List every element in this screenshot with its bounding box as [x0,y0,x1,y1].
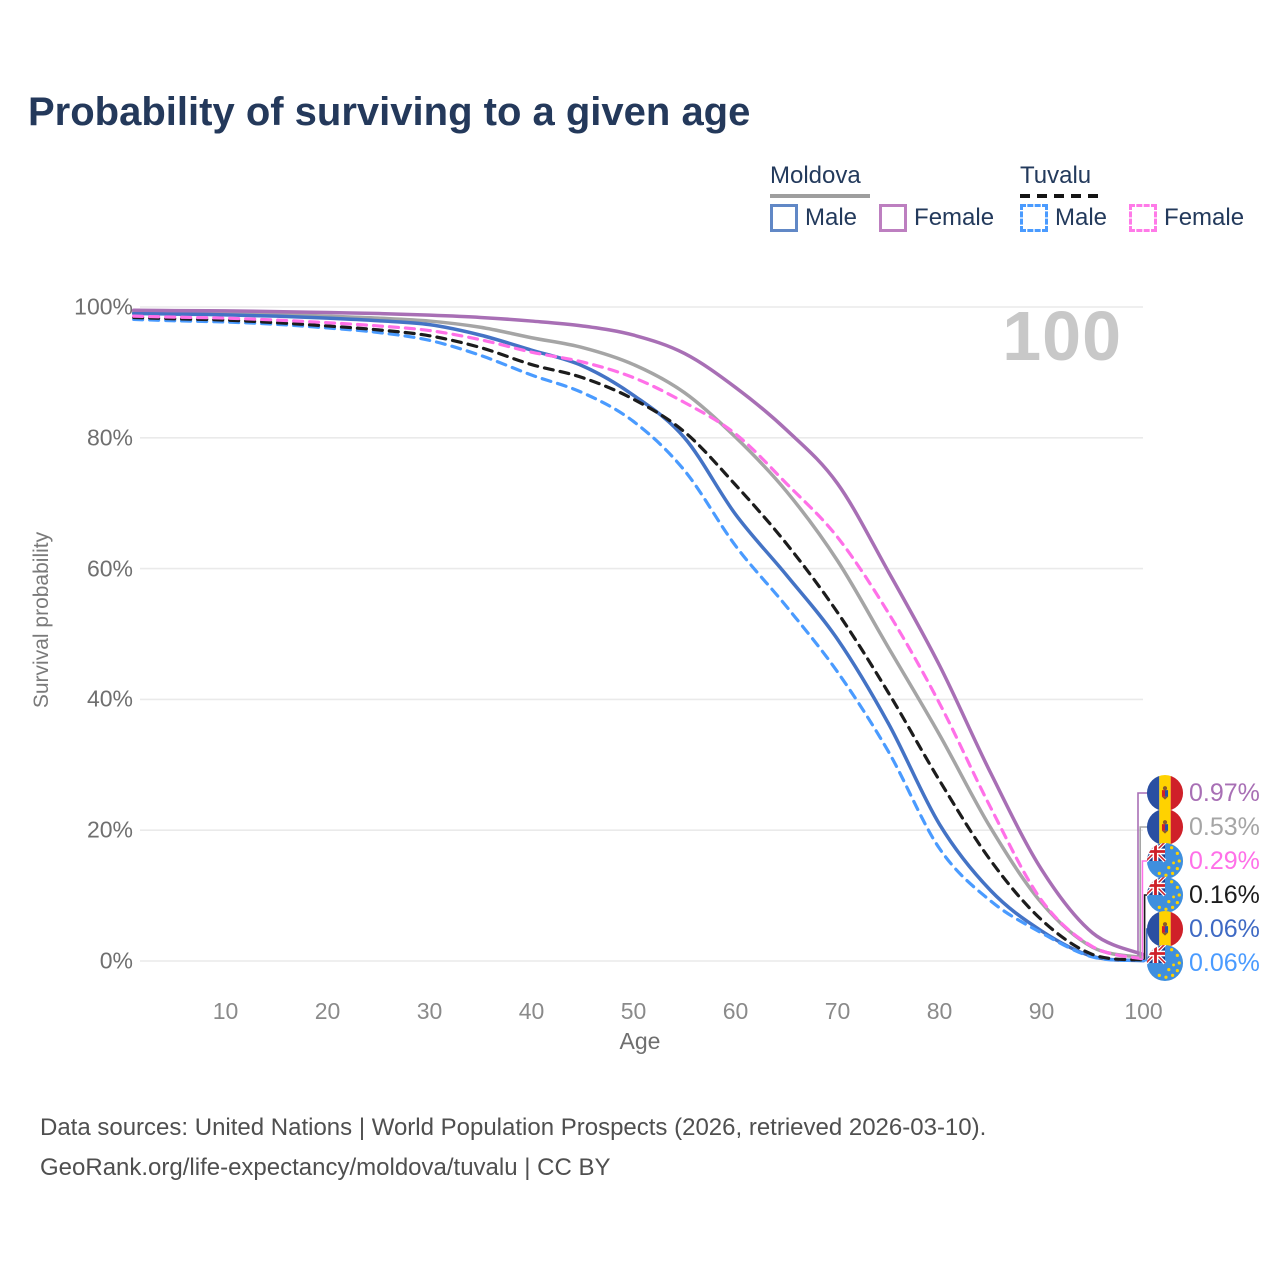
age-watermark: 100 [1002,297,1122,375]
legend-group-moldova: Moldova Male Female [770,162,994,232]
x-tick-70: 70 [824,998,851,1024]
legend-item-tuvalu-male[interactable]: Male [1020,204,1107,232]
x-tick-90: 90 [1028,998,1055,1024]
end-label-tuvalu-male: 0.06% [1146,944,1260,982]
tuvalu-female-swatch-icon [1129,204,1158,232]
footer-data-sources: Data sources: United Nations | World Pop… [40,1114,987,1141]
y-tick-60%: 60% [86,555,133,582]
x-tick-100: 100 [1124,998,1163,1024]
moldova-male-swatch-icon [770,204,798,232]
x-tick-50: 50 [620,998,647,1024]
legend-item-tuvalu-female[interactable]: Female [1129,204,1244,232]
x-axis-title: Age [619,1028,661,1054]
tuvalu-flag-icon [1146,842,1184,880]
end-label-tuvalu-female: 0.29% [1146,842,1260,880]
tuvalu-flag-icon [1146,876,1184,914]
x-tick-20: 20 [314,998,341,1024]
tuvalu-male-swatch-icon [1020,204,1048,232]
legend-tuvalu-title: Tuvalu [1020,162,1092,189]
legend-moldova-title: Moldova [770,162,861,189]
y-tick-80%: 80% [86,424,133,451]
legend-label: Male [805,204,858,231]
curve-tuvalu-female[interactable] [132,314,1146,961]
end-label-moldova-female: 0.97% [1146,774,1260,812]
curve-tuvalu-male[interactable] [132,317,1146,963]
end-label-value: 0.16% [1189,880,1260,909]
x-tick-30: 30 [416,998,443,1024]
y-tick-40%: 40% [86,685,133,712]
end-label-value: 0.97% [1189,778,1260,807]
legend-item-moldova-male[interactable]: Male [770,204,857,232]
legend-moldova-line-sample [770,194,870,198]
end-label-value: 0.29% [1189,846,1260,875]
x-tick-80: 80 [926,998,953,1024]
end-label-moldova-male: 0.06% [1146,910,1260,948]
footer: Data sources: United Nations | World Pop… [40,1108,986,1188]
curve-tuvalu-all[interactable] [132,315,1146,962]
legend-label: Male [1055,204,1108,231]
legend-item-moldova-female[interactable]: Female [879,204,994,232]
y-tick-100%: 100% [74,293,133,320]
moldova-flag-icon [1146,910,1184,948]
tuvalu-flag-icon [1146,944,1184,982]
moldova-flag-icon [1146,808,1184,846]
page-title: Probability of surviving to a given age [28,90,751,134]
curve-moldova-all[interactable] [131,310,1146,960]
end-label-value: 0.53% [1189,812,1260,841]
y-tick-20%: 20% [86,816,133,843]
moldova-female-swatch-icon [879,204,908,232]
x-tick-40: 40 [518,998,545,1024]
end-label-tuvalu-all: 0.16% [1146,876,1260,914]
legend-tuvalu-line-sample [1020,194,1100,198]
legend-label: Female [914,204,995,231]
legend-group-tuvalu: Tuvalu Male Female [1020,162,1244,232]
y-tick-0%: 0% [99,947,133,974]
legend-label: Female [1164,204,1245,231]
x-tick-60: 60 [722,998,749,1024]
footer-attribution-link[interactable]: GeoRank.org/life-expectancy/moldova/tuva… [40,1154,611,1181]
x-tick-10: 10 [212,998,239,1024]
end-label-value: 0.06% [1189,914,1260,943]
end-label-value: 0.06% [1189,948,1260,977]
end-label-moldova-all: 0.53% [1146,808,1260,846]
curve-moldova-female[interactable] [131,308,1146,957]
moldova-flag-icon [1146,774,1184,812]
